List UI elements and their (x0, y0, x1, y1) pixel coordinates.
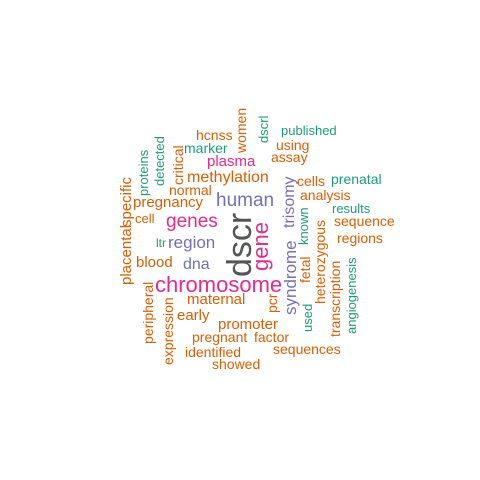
word-published: published (281, 123, 337, 138)
word-pcr: pcr (264, 293, 280, 313)
word-pregnancy: pregnancy (133, 194, 204, 211)
word-ltr: ltr (156, 236, 166, 250)
word-cells: cells (297, 173, 325, 189)
word-factor: factor (254, 329, 289, 345)
word-gene: gene (248, 222, 273, 271)
word-hcnss: hcnss (196, 127, 233, 143)
word-detected: detected (152, 136, 167, 186)
word-sequence: sequence (334, 213, 395, 229)
word-plasma: plasma (207, 153, 256, 170)
word-angiogenesis: angiogenesis (344, 257, 359, 334)
word-human: human (216, 190, 274, 211)
word-regions: regions (337, 230, 383, 246)
word-trisomy: trisomy (281, 176, 298, 228)
word-results: results (332, 201, 371, 216)
word-cell: cell (135, 211, 155, 226)
word-dscr: dscr (221, 213, 259, 277)
word-methylation: methylation (187, 169, 269, 186)
word-critical: critical (170, 145, 186, 185)
word-blood: blood (136, 254, 173, 271)
word-maternal: maternal (187, 291, 245, 308)
word-heterozygous: heterozygous (312, 220, 328, 304)
word-specific: specific (118, 176, 135, 227)
word-transcription: transcription (327, 261, 343, 337)
word-chromosome: chromosome (155, 272, 282, 297)
word-dna: dna (183, 256, 210, 273)
word-normal: normal (169, 182, 212, 198)
word-fetal: fetal (297, 257, 313, 283)
word-peripheral: peripheral (140, 282, 156, 344)
word-identified: identified (185, 344, 241, 360)
word-known: known (296, 207, 311, 245)
word-pregnant: pregnant (192, 329, 247, 345)
word-marker: marker (184, 140, 228, 156)
word-placental: placental (118, 225, 135, 285)
word-analysis: analysis (300, 187, 351, 203)
word-promoter: promoter (218, 316, 278, 333)
word-dscrl: dscrl (256, 115, 271, 143)
word-syndrome: syndrome (281, 240, 300, 315)
word-using: using (276, 137, 309, 153)
word-sequences: sequences (273, 341, 341, 357)
word-expression: expression (160, 297, 176, 365)
word-used: used (300, 304, 315, 332)
word-early: early (177, 307, 210, 324)
word-prenatal: prenatal (331, 171, 382, 187)
word-women: women (233, 108, 249, 154)
word-region: region (168, 233, 215, 252)
word-showed: showed (212, 356, 260, 372)
word-proteins: proteins (136, 149, 151, 196)
word-genes: genes (166, 211, 218, 232)
word-assay: assay (271, 149, 308, 165)
